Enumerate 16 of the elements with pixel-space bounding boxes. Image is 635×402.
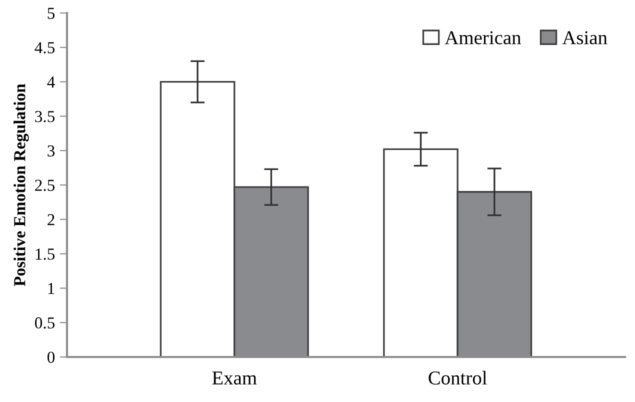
y-axis-title: Positive Emotion Regulation: [14, 84, 29, 286]
y-tick-label: 0: [47, 352, 55, 363]
y-tick-label: 1.5: [36, 248, 55, 260]
y-tick-label: 2.5: [35, 180, 55, 192]
y-tick-label: 1: [48, 282, 54, 294]
legend-label: American: [444, 31, 522, 44]
y-tick-label: 0.5: [34, 317, 55, 329]
y-tick-label: 3: [48, 145, 55, 157]
legend-label: Asian: [562, 31, 608, 44]
x-tick-label: Exam: [212, 372, 257, 385]
x-tick-label: Control: [428, 370, 487, 385]
y-tick-label: 3.5: [35, 110, 55, 122]
y-tick-label: 4.5: [34, 42, 55, 54]
y-tick-label: 4: [47, 76, 55, 88]
y-tick-label: 2: [48, 214, 54, 226]
y-tick-label: 5: [48, 8, 55, 19]
